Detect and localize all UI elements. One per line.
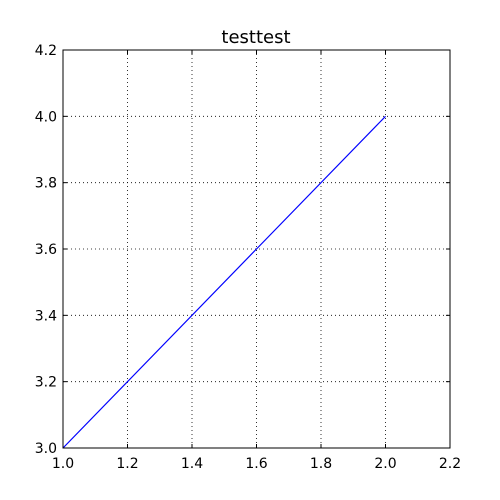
y-axis-tick-labels: 3.0 3.2 3.4 3.6 3.8 4.0 4.2 (35, 43, 57, 457)
chart-title: testtest (221, 27, 290, 48)
x-axis-tick-labels: 1.0 1.2 1.4 1.6 1.8 2.0 2.2 (52, 456, 461, 472)
x-tick-label: 1.6 (245, 456, 267, 472)
y-tick-label: 4.0 (35, 109, 57, 125)
y-tick-label: 3.4 (35, 308, 57, 324)
x-tick-label: 1.4 (181, 456, 203, 472)
tick-marks (62, 49, 451, 449)
x-tick-label: 1.0 (52, 456, 74, 472)
series-line (62, 115, 386, 449)
x-tick-label: 2.2 (439, 456, 461, 472)
series-layer (62, 115, 386, 449)
y-tick-label: 4.2 (35, 43, 57, 59)
x-tick-label: 2.0 (374, 456, 396, 472)
y-tick-label: 3.2 (35, 375, 57, 391)
y-tick-label: 3.8 (35, 176, 57, 192)
y-tick-label: 3.0 (35, 441, 57, 457)
x-tick-label: 1.8 (310, 456, 332, 472)
y-tick-label: 3.6 (35, 242, 57, 258)
x-tick-label: 1.2 (116, 456, 138, 472)
